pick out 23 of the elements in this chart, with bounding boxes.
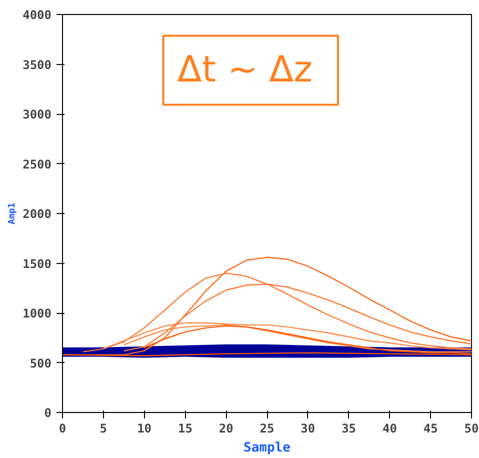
y-tick-label: 1500 — [22, 256, 52, 271]
x-tick-label: 40 — [382, 422, 397, 436]
x-tick-label: 25 — [260, 422, 274, 436]
x-tick-label: 20 — [218, 422, 234, 436]
x-tick-label: 5 — [100, 422, 108, 436]
x-tick-label: 15 — [178, 422, 192, 436]
x-tick-label: 35 — [342, 422, 356, 436]
y-tick-label: 3500 — [22, 58, 52, 72]
y-tick-label: 2500 — [22, 157, 52, 172]
y-tick-label: 3000 — [22, 108, 52, 122]
x-tick-label: 50 — [464, 422, 479, 436]
y-tick-label: 0 — [44, 406, 52, 420]
x-tick-label: 10 — [137, 422, 152, 436]
y-tick-label: 500 — [30, 356, 52, 370]
annotation: Δt ~ Δz — [177, 50, 313, 91]
x-axis-title: Sample — [244, 440, 291, 456]
x-tick-label: 30 — [300, 422, 316, 436]
x-tick-label: 0 — [58, 422, 66, 436]
y-tick-label: 1000 — [22, 306, 52, 320]
y-tick-label: 2000 — [22, 207, 52, 221]
y-axis-title: Amp1 — [8, 202, 18, 224]
y-tick-label: 4000 — [22, 8, 52, 22]
x-tick-label: 45 — [423, 422, 438, 436]
